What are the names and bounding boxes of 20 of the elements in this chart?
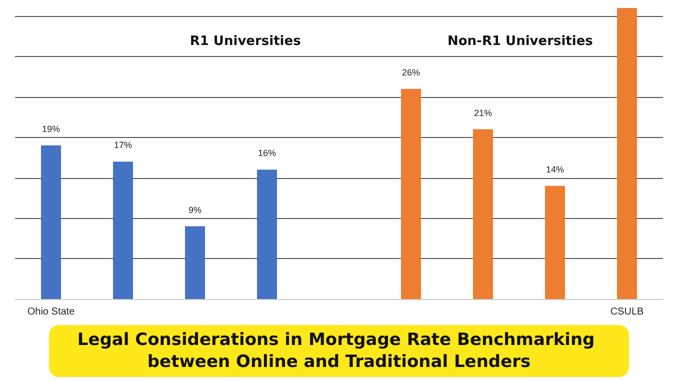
x-tick-label: Ohio State — [27, 306, 76, 318]
bar — [545, 186, 565, 299]
bar — [41, 145, 61, 299]
data-label: 17% — [114, 140, 132, 150]
text: Legal Considerations in Mortgage Rate Benchmarking between Online and Traditional Lenders — [77, 330, 601, 372]
annotation: R1 Universities — [190, 34, 302, 49]
data-label: 14% — [546, 164, 564, 174]
data-label: 19% — [42, 124, 60, 134]
bar — [617, 8, 637, 299]
bar — [401, 88, 421, 299]
data-label: 16% — [258, 148, 276, 158]
x-tick-label: CSULB — [610, 306, 644, 318]
data-label: 21% — [474, 108, 492, 118]
bar — [113, 162, 133, 299]
bar — [473, 129, 493, 299]
annotation: Non-R1 Universities — [447, 34, 594, 49]
bar — [257, 170, 277, 299]
bar — [185, 226, 205, 299]
data-label: 9% — [188, 204, 202, 215]
data-label: 26% — [402, 67, 420, 78]
